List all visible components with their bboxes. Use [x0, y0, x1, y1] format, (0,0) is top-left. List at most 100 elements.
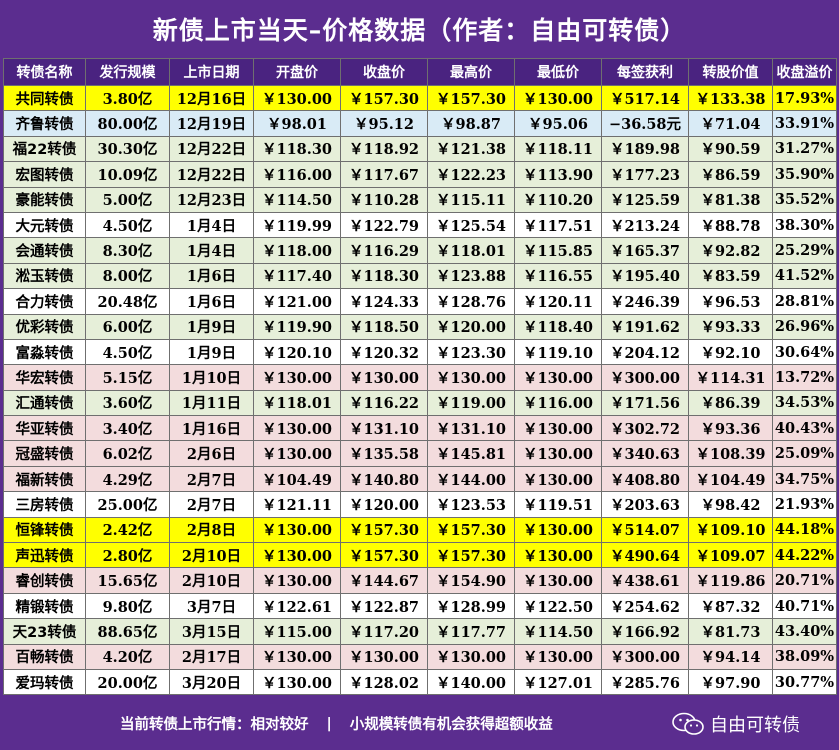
table-cell: 44.18%	[772, 516, 837, 544]
table-cell: 4.50亿	[85, 211, 170, 239]
table-cell: ￥123.53	[427, 491, 515, 518]
column-header: 每签获利	[601, 58, 689, 86]
bond-name-cell: 宏图转债	[3, 161, 86, 188]
table-cell: 20.71%	[772, 567, 837, 594]
table-cell: 44.22%	[772, 542, 837, 569]
table-cell: 20.48亿	[85, 288, 170, 315]
table-cell: ￥118.40	[514, 313, 602, 340]
bond-name-cell: 天23转债	[3, 618, 86, 645]
table-cell: ￥118.30	[253, 135, 341, 163]
table-cell: ￥108.39	[688, 440, 773, 467]
column-header: 转债名称	[3, 58, 86, 86]
table-row: 福新转债 4.29亿 2月7日 ￥104.49 ￥140.80 ￥144.00 ￥130.0…	[3, 465, 837, 493]
table-cell: ￥177.23	[601, 161, 689, 188]
table-header-row: 转债名称 发行规模 上市日期 开盘价 收盘价 最高价 最低价 每签获利 转股价值 收盘溢价	[3, 58, 837, 86]
table-cell: ￥131.10	[340, 415, 428, 442]
table-cell: ￥130.00	[340, 364, 428, 391]
table-cell: ￥119.51	[514, 491, 602, 518]
table-cell: ￥114.31	[688, 364, 773, 391]
table-cell: ￥204.12	[601, 338, 689, 366]
table-cell: 10.09亿	[85, 161, 170, 188]
table-cell: 9.80亿	[85, 592, 170, 620]
table-cell: 34.75%	[772, 465, 837, 493]
bond-name-cell: 合力转债	[3, 288, 86, 315]
table-cell: ￥130.00	[514, 84, 602, 112]
brand-name: 自由可转债	[710, 715, 800, 736]
table-cell: ￥118.11	[514, 135, 602, 163]
table-cell: 30.30亿	[85, 135, 170, 163]
table-cell: ￥81.38	[688, 186, 773, 213]
bond-name-cell: 会通转债	[3, 237, 86, 264]
table-cell: ￥119.00	[427, 389, 515, 417]
table-cell: 8.30亿	[85, 237, 170, 264]
table-cell: ￥116.29	[340, 237, 428, 264]
column-header: 转股价值	[688, 58, 773, 86]
table-cell: 5.00亿	[85, 186, 170, 213]
table-cell: ￥130.00	[253, 567, 341, 594]
table-cell: ￥140.80	[340, 465, 428, 493]
table-cell: 21.93%	[772, 491, 837, 518]
table-cell: ￥300.00	[601, 643, 689, 670]
table-cell: ￥122.79	[340, 211, 428, 239]
table-cell: 30.77%	[772, 668, 837, 696]
table-row: 共同转债 3.80亿 12月16日 ￥130.00 ￥157.30 ￥157.30 ￥130…	[3, 84, 837, 112]
table-cell: 3.80亿	[85, 84, 170, 112]
table-row: 豪能转债 5.00亿 12月23日 ￥114.50 ￥110.28 ￥115.11 ￥110…	[3, 186, 837, 213]
table-cell: ￥130.00	[253, 542, 341, 569]
table-cell: ￥114.50	[514, 618, 602, 645]
table-cell: ￥490.64	[601, 542, 689, 569]
table-cell: ￥110.28	[340, 186, 428, 213]
table-cell: 8.00亿	[85, 262, 170, 290]
table-cell: 31.27%	[772, 135, 837, 163]
bond-name-cell: 三房转债	[3, 491, 86, 518]
table-cell: ￥191.62	[601, 313, 689, 340]
table-cell: 30.64%	[772, 338, 837, 366]
table-cell: 2月7日	[169, 465, 254, 493]
bond-name-cell: 共同转债	[3, 84, 86, 112]
table-cell: 15.65亿	[85, 567, 170, 594]
bond-name-cell: 豪能转债	[3, 186, 86, 213]
table-cell: 2月10日	[169, 542, 254, 569]
table-cell: 4.29亿	[85, 465, 170, 493]
table-cell: ￥171.56	[601, 389, 689, 417]
table-cell: 1月9日	[169, 313, 254, 340]
table-row: 福22转债 30.30亿 12月22日 ￥118.30 ￥118.92 ￥121.38 ￥1…	[3, 135, 837, 163]
table-cell: 1月9日	[169, 338, 254, 366]
bond-name-cell: 福22转债	[3, 135, 86, 163]
table-cell: 3.60亿	[85, 389, 170, 417]
table-cell: 2.80亿	[85, 542, 170, 569]
table-cell: ￥93.36	[688, 415, 773, 442]
table-cell: ￥130.00	[514, 516, 602, 544]
bond-name-cell: 齐鲁转债	[3, 110, 86, 137]
table-cell: ￥130.00	[253, 84, 341, 112]
bond-name-cell: 声迅转债	[3, 542, 86, 569]
table-cell: ￥119.99	[253, 211, 341, 239]
column-header: 上市日期	[169, 58, 254, 86]
table-row: 百畅转债 4.20亿 2月17日 ￥130.00 ￥130.00 ￥130.00 ￥130.…	[3, 643, 837, 670]
table-cell: ￥120.00	[427, 313, 515, 340]
table-row: 富淼转债 4.50亿 1月9日 ￥120.10 ￥120.32 ￥123.30 ￥119.1…	[3, 338, 837, 366]
table-cell: ￥130.00	[514, 465, 602, 493]
table-cell: 12月23日	[169, 186, 254, 213]
table-row: 爱玛转债 20.00亿 3月20日 ￥130.00 ￥128.02 ￥140.00 ￥127…	[3, 668, 837, 696]
column-header: 开盘价	[253, 58, 341, 86]
table-cell: 12月16日	[169, 84, 254, 112]
table-body: 共同转债 3.80亿 12月16日 ￥130.00 ￥157.30 ￥157.30 ￥130…	[3, 84, 837, 696]
table-cell: ￥118.50	[340, 313, 428, 340]
table-cell: 1月4日	[169, 237, 254, 264]
table-cell: ￥119.90	[253, 313, 341, 340]
table-cell: −36.58元	[601, 110, 689, 137]
table-cell: ￥118.30	[340, 262, 428, 290]
table-cell: 41.52%	[772, 262, 837, 290]
table-cell: 2月10日	[169, 567, 254, 594]
table-cell: ￥86.59	[688, 161, 773, 188]
table-cell: ￥120.00	[340, 491, 428, 518]
table-cell: 2月7日	[169, 491, 254, 518]
table-cell: ￥116.55	[514, 262, 602, 290]
table-cell: ￥115.11	[427, 186, 515, 213]
table-cell: 2月17日	[169, 643, 254, 670]
table-cell: 1月16日	[169, 415, 254, 442]
table-cell: ￥130.00	[253, 440, 341, 467]
table-cell: 88.65亿	[85, 618, 170, 645]
table-cell: 20.00亿	[85, 668, 170, 696]
